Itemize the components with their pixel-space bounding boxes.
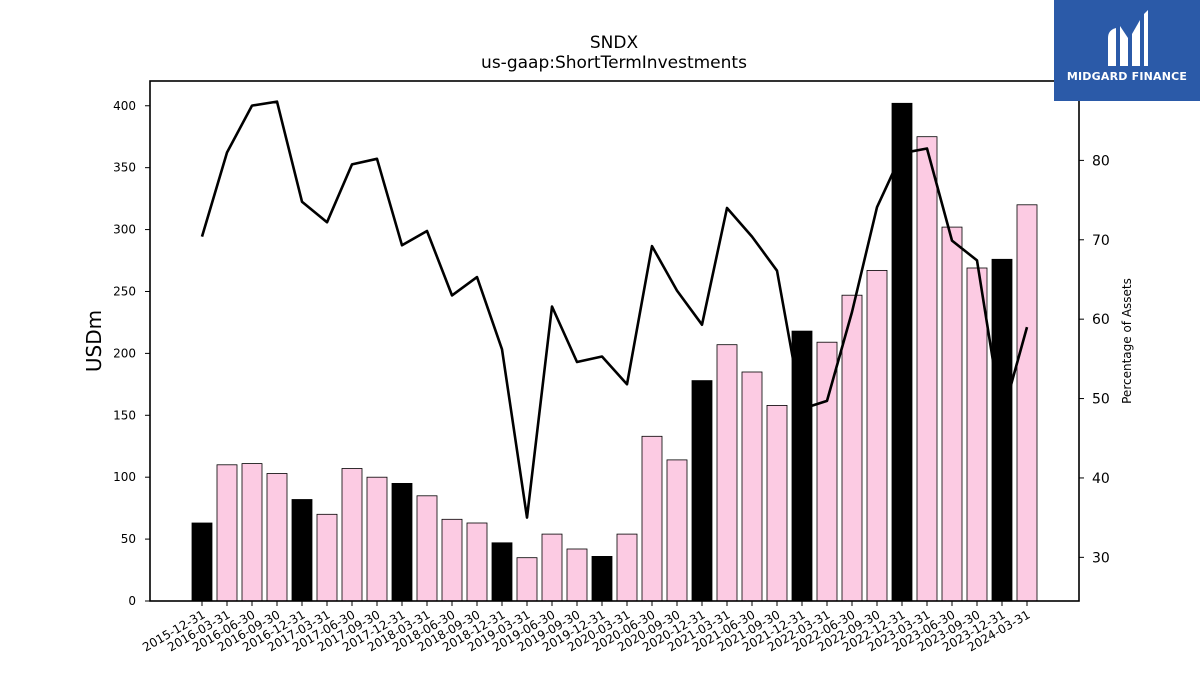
y-tick-label: 0 <box>128 594 136 608</box>
bar-2021-06-30 <box>741 371 763 602</box>
bar-2019-03-31 <box>516 557 538 602</box>
y2-axis-label: Percentage of Assets <box>1120 278 1134 404</box>
bar-2017-09-30 <box>366 476 388 602</box>
bar-2022-03-31 <box>816 341 838 602</box>
y-tick-label: 50 <box>121 532 136 546</box>
bar-2015-12-31 <box>191 522 213 602</box>
bar-2018-03-31 <box>416 495 438 602</box>
bar-2020-06-30 <box>641 435 663 602</box>
bar-2022-09-30 <box>866 269 888 602</box>
y2-tick-label: 70 <box>1092 233 1110 249</box>
bar-2018-12-31 <box>491 542 513 602</box>
midgard-m-icon <box>1108 10 1148 66</box>
bar-2016-06-30 <box>241 463 263 602</box>
bar-2016-09-30 <box>266 473 288 602</box>
y2-tick-label: 50 <box>1092 392 1110 408</box>
bar-2018-06-30 <box>441 518 463 602</box>
y-axis-right: 30 40 50 60 70 80 <box>1079 153 1110 566</box>
chart-title: SNDX <box>590 33 639 53</box>
bars-layer <box>191 102 1038 602</box>
bar-2022-12-31 <box>891 102 913 602</box>
bar-2019-09-30 <box>566 548 588 602</box>
y-axis-label: USDm <box>82 310 106 372</box>
y-tick-label: 250 <box>113 284 136 298</box>
bar-2021-09-30 <box>766 404 788 602</box>
bar-2024-03-31 <box>1016 204 1038 602</box>
bar-2021-03-31 <box>716 344 738 602</box>
bar-2023-03-31 <box>916 136 938 602</box>
brand-logo: MIDGARD FINANCE <box>1054 0 1200 101</box>
y2-tick-label: 30 <box>1092 550 1110 566</box>
y2-tick-label: 40 <box>1092 471 1110 487</box>
bar-2018-09-30 <box>466 522 488 602</box>
bar-2017-03-31 <box>316 513 338 602</box>
y-tick-label: 350 <box>113 161 136 175</box>
y2-tick-label: 80 <box>1092 153 1110 169</box>
bar-2019-06-30 <box>541 533 563 602</box>
plot-frame <box>149 80 1080 602</box>
bar-2016-03-31 <box>216 464 238 602</box>
bar-2020-12-31 <box>691 380 713 602</box>
bar-2016-12-31 <box>291 499 313 602</box>
bar-2020-09-30 <box>666 459 688 602</box>
y2-tick-label: 60 <box>1092 312 1110 328</box>
y-tick-label: 400 <box>113 99 136 113</box>
brand-logo-text: MIDGARD FINANCE <box>1066 70 1188 83</box>
chart-subtitle: us-gaap:ShortTermInvestments <box>481 53 747 73</box>
y-tick-label: 300 <box>113 223 136 237</box>
x-axis: 2015-12-312016-03-312016-06-302016-09-30… <box>140 601 1033 654</box>
percentage-line <box>200 100 1029 519</box>
bar-2019-12-31 <box>591 556 613 602</box>
bar-2023-12-31 <box>991 258 1013 602</box>
y-tick-label: 150 <box>113 408 136 422</box>
y-tick-label: 200 <box>113 346 136 360</box>
bar-2023-06-30 <box>941 226 963 602</box>
bar-2020-03-31 <box>616 533 638 602</box>
y-axis-left: 0 50 100 150 200 250 300 350 400 <box>113 99 150 608</box>
bar-2017-06-30 <box>341 468 363 602</box>
bar-2017-12-31 <box>391 482 413 602</box>
bar-2023-09-30 <box>966 267 988 602</box>
y-tick-label: 100 <box>113 470 136 484</box>
